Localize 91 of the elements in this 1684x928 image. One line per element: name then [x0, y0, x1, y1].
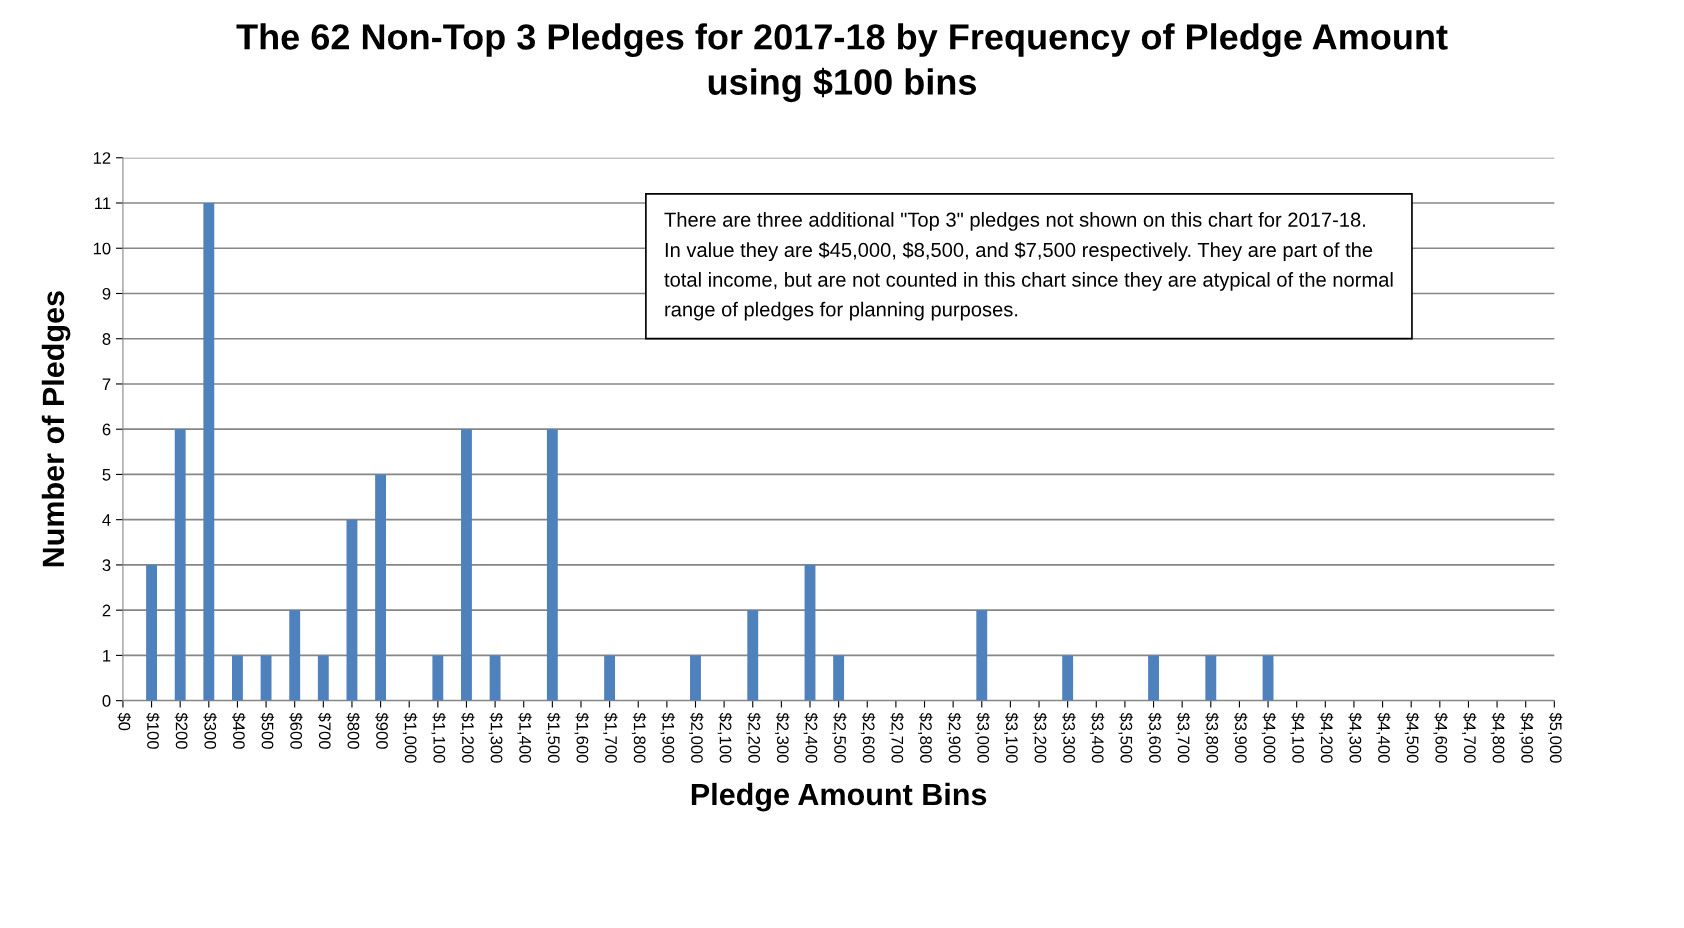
- x-tick-label: $3,700: [1175, 712, 1191, 763]
- y-axis-title: Number of Pledges: [41, 291, 71, 567]
- x-tick-label: $200: [174, 712, 189, 749]
- x-tick-label: $500: [260, 712, 275, 749]
- x-tick-label: $4,500: [1404, 712, 1420, 763]
- x-tick-label: $0: [117, 712, 131, 731]
- x-tick-label: $4,300: [1347, 712, 1362, 763]
- y-tick-label: 2: [102, 604, 111, 617]
- bar: [690, 655, 701, 701]
- x-tick-label: $700: [317, 712, 332, 749]
- bar: [432, 655, 444, 701]
- y-tick-label: 6: [102, 423, 111, 436]
- bar: [546, 429, 558, 701]
- x-tick-label: $4,400: [1376, 712, 1391, 763]
- x-tick-label: $1,200: [460, 712, 475, 763]
- x-tick-label: $600: [289, 712, 303, 749]
- x-tick-label: $800: [346, 712, 360, 749]
- y-tick-label: 4: [102, 514, 111, 526]
- x-tick-label: $3,400: [1089, 712, 1105, 763]
- bar: [976, 610, 988, 701]
- x-tick-label: $300: [203, 712, 217, 749]
- x-tick-label: $4,100: [1290, 712, 1305, 763]
- bar: [146, 564, 157, 701]
- x-tick-label: $2,100: [717, 712, 733, 763]
- annotation: There are three additional "Top 3" pledges not shown on this chart for 2017-18. In value they are $45,000, $8,500, and $7,500 respectively. They are part of the total income, but are not counted in this chart since they are atypical of the normal range of pledges for planning purposes.: [664, 212, 1393, 321]
- bar: [1062, 655, 1074, 701]
- x-tick-label: $2,400: [803, 712, 819, 763]
- bar: [203, 203, 215, 701]
- bar: [804, 564, 816, 701]
- bar: [260, 655, 272, 701]
- x-tick-label: $1,000: [402, 712, 418, 763]
- bar: [833, 655, 845, 701]
- y-tick-label: 9: [102, 287, 111, 300]
- x-tick-label: $3,800: [1204, 712, 1219, 763]
- x-tick-label: $400: [231, 712, 246, 749]
- bar: [747, 610, 759, 701]
- x-tick-label: $900: [375, 712, 389, 749]
- bar: [232, 655, 243, 701]
- chart-title: The 62 Non-Top 3 Pledges for 2017-18 by Frequency of Pledge Amount using $100 bins: [236, 23, 1448, 103]
- x-tick-label: $3,600: [1147, 712, 1162, 763]
- x-tick-label: $3,100: [1003, 712, 1019, 763]
- x-tick-label: $4,000: [1261, 712, 1277, 763]
- x-tick-label: $3,000: [975, 712, 990, 763]
- bar: [604, 655, 616, 701]
- x-tick-label: $2,300: [774, 712, 790, 763]
- y-tick-label: 7: [102, 378, 111, 390]
- x-tick-label: $2,200: [746, 712, 761, 763]
- x-tick-label: $1,300: [488, 712, 504, 763]
- y-tick-label: 10: [93, 242, 111, 255]
- y-tick-label: 12: [93, 152, 111, 164]
- bar: [489, 655, 501, 701]
- x-tick-label: $2,000: [689, 712, 704, 763]
- x-tick-label: $4,200: [1318, 712, 1334, 763]
- bar: [174, 429, 186, 701]
- x-tick-label: $2,700: [889, 712, 904, 763]
- bar: [289, 610, 301, 701]
- x-tick-label: $4,700: [1462, 712, 1477, 763]
- bar: [375, 474, 387, 701]
- y-tick-label: 3: [102, 559, 111, 572]
- x-tick-label: $3,300: [1061, 712, 1076, 763]
- x-tick-label: $2,500: [832, 712, 847, 763]
- y-tick-label: 11: [95, 197, 111, 210]
- x-tick-label: $1,600: [574, 712, 590, 763]
- x-tick-label: $100: [146, 712, 160, 749]
- x-tick-label: $2,600: [860, 712, 876, 763]
- x-tick-label: $4,600: [1433, 712, 1448, 763]
- x-tick-label: $1,900: [660, 712, 675, 763]
- x-tick-label: $4,800: [1490, 712, 1506, 763]
- x-axis-title: Pledge Amount Bins: [691, 782, 987, 812]
- x-tick-label: $1,400: [517, 712, 532, 763]
- y-tick-label: 1: [103, 649, 111, 662]
- x-tick-label: $2,900: [946, 712, 962, 763]
- bar: [1262, 655, 1274, 701]
- y-tick-label: 8: [102, 333, 111, 345]
- bar: [1148, 655, 1159, 701]
- x-tick-label: $4,900: [1519, 712, 1534, 763]
- y-tick-label: 5: [102, 469, 111, 481]
- x-tick-label: $5,000: [1547, 712, 1563, 763]
- x-tick-label: $1,700: [603, 712, 618, 763]
- x-tick-label: $3,200: [1032, 712, 1048, 763]
- y-tick-label: 0: [102, 695, 111, 707]
- x-tick-label: $3,900: [1232, 712, 1248, 763]
- x-tick-label: $1,100: [431, 712, 446, 763]
- x-tick-label: $1,500: [545, 712, 561, 763]
- x-tick-label: $2,800: [918, 712, 933, 763]
- bar: [461, 429, 472, 701]
- x-tick-label: $1,800: [631, 712, 647, 763]
- bar: [317, 655, 329, 701]
- x-tick-label: $3,500: [1118, 712, 1133, 763]
- bar: [1205, 655, 1217, 701]
- bar: [346, 519, 358, 701]
